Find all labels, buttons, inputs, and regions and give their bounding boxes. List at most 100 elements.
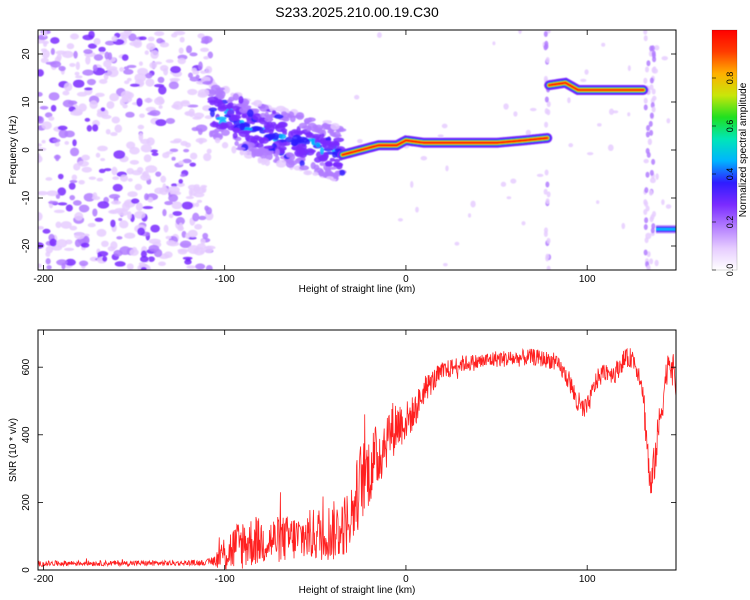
noise-blob [112, 183, 123, 192]
noise-blob [181, 201, 194, 210]
faint-blob [470, 200, 476, 208]
signal-blob [304, 132, 314, 136]
noise-blob [154, 187, 165, 195]
noise-blob [149, 62, 158, 69]
noise-blob [198, 215, 207, 221]
noise-blob [200, 238, 206, 245]
noise-blob [121, 54, 129, 61]
noise-blob [110, 241, 118, 250]
streak-blob [545, 181, 550, 188]
signal-blob [244, 133, 251, 142]
streak-blob [651, 106, 656, 113]
colorbar-tick-label: 0.0 [725, 264, 735, 277]
noise-blob [98, 46, 106, 53]
signal-blob [304, 119, 309, 124]
noise-blob [187, 236, 197, 240]
noise-blob [38, 92, 43, 97]
snr-x-tick-label: 100 [579, 574, 596, 585]
noise-blob [111, 166, 118, 176]
noise-blob [118, 32, 131, 37]
noise-blob [182, 158, 192, 164]
streak-blob [646, 251, 651, 258]
spectrogram-x-ticks: -200 -100 0 100 [33, 30, 596, 285]
noise-blob [58, 65, 66, 72]
noise-blob [94, 217, 104, 222]
snr-y-tick-label: 600 [21, 358, 32, 375]
noise-blob [120, 90, 132, 100]
noise-blob [42, 40, 49, 45]
signal-blob [333, 141, 338, 147]
noise-blob [55, 221, 62, 229]
noise-blob [134, 210, 146, 219]
noise-blob [168, 81, 179, 90]
spectrogram-y-tick-label: 0 [21, 147, 32, 153]
faint-blob [454, 241, 460, 246]
noise-blob [62, 90, 70, 96]
streak-blob [650, 227, 655, 234]
signal-blob [208, 90, 217, 95]
noise-blob [126, 263, 134, 270]
streak-blob [644, 217, 649, 224]
noise-blob [192, 212, 200, 222]
noise-blob [138, 61, 143, 66]
noise-blob [146, 42, 156, 51]
noise-blob [41, 49, 50, 59]
noise-blob [177, 249, 188, 255]
noise-blob [85, 55, 91, 65]
noise-blob [64, 247, 75, 252]
noise-blob [74, 232, 85, 240]
noise-blob [127, 178, 133, 182]
noise-blob [109, 209, 117, 214]
noise-blob [92, 64, 98, 72]
noise-blob [45, 251, 51, 257]
noise-blob [73, 50, 78, 59]
signal-blob [312, 171, 319, 176]
streak-blob [544, 121, 549, 128]
streak-blob [645, 131, 650, 138]
signal-blob [253, 99, 263, 107]
streak-blob [652, 210, 657, 217]
faint-blob [521, 221, 526, 226]
noise-blob [162, 183, 167, 192]
noise-blob [150, 224, 160, 233]
faint-blob [665, 204, 672, 209]
noise-blob [171, 183, 178, 187]
noise-blob [87, 43, 97, 49]
noise-blob [179, 240, 192, 249]
signal-blob [275, 159, 287, 168]
streak-blob [643, 249, 648, 256]
noise-blob [171, 33, 178, 38]
noise-blob [147, 256, 155, 262]
signal-blob [296, 139, 305, 143]
noise-blob [55, 50, 67, 55]
noise-blob [205, 265, 213, 270]
noise-blob [101, 240, 109, 248]
noise-blob [175, 217, 185, 226]
noise-blob [164, 200, 173, 206]
noise-blob [137, 67, 149, 76]
signal-blob [332, 151, 338, 158]
signal-blob [286, 152, 294, 158]
streak-blob [546, 191, 551, 198]
signal-blob [274, 114, 284, 119]
noise-blob [84, 87, 93, 91]
streak-blob [646, 124, 651, 131]
streak-blob [643, 35, 648, 42]
faint-blob [661, 56, 668, 61]
signal-blob [293, 165, 302, 171]
streak-blob [651, 88, 656, 95]
signal-blob [263, 128, 272, 133]
noise-blob [57, 173, 64, 180]
noise-blob [195, 263, 206, 270]
noise-blob [38, 242, 44, 249]
noise-blob [176, 182, 185, 187]
noise-blob [119, 246, 131, 255]
faint-blob [536, 173, 544, 177]
streak-blob [643, 97, 648, 104]
noise-blob [147, 111, 157, 116]
signal-blob [292, 130, 299, 134]
faint-blob [580, 78, 587, 82]
noise-blob [207, 51, 214, 59]
signal-blob [271, 110, 277, 115]
spectrogram-x-axis-label: Height of straight line (km) [299, 284, 416, 295]
